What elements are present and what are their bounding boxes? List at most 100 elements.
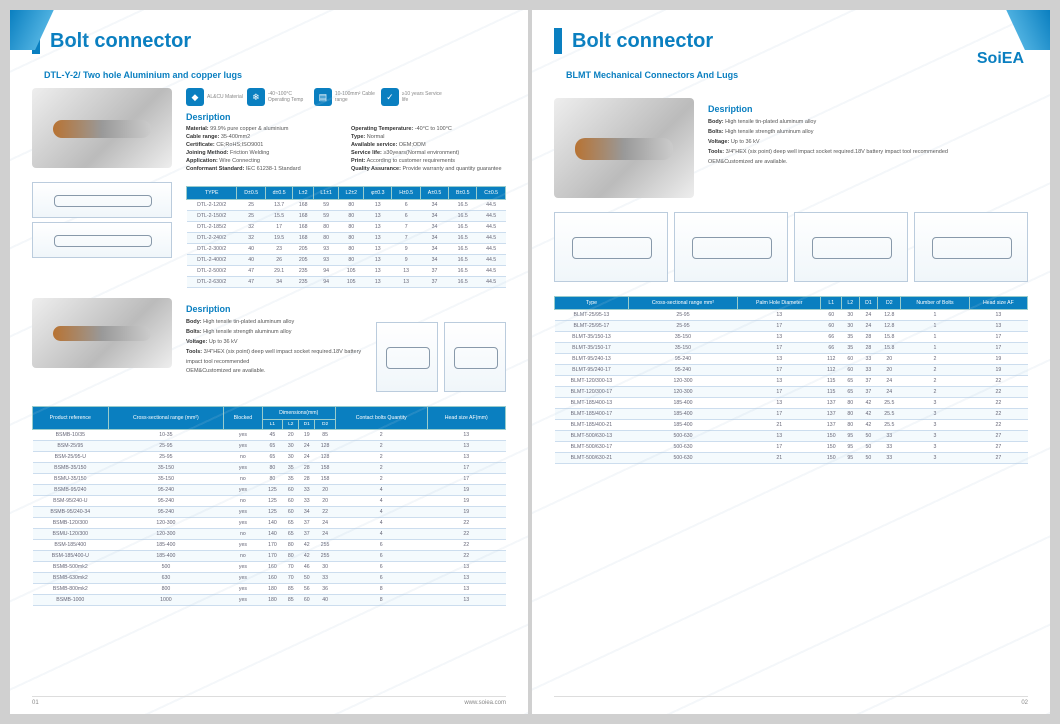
- td: BSMB-35/150: [33, 463, 109, 474]
- td: 25: [237, 200, 266, 211]
- td: 44.5: [477, 222, 506, 233]
- td: 170: [262, 540, 283, 551]
- td: 15.5: [266, 211, 293, 222]
- td: DTL-2-630/2: [187, 277, 237, 288]
- td: 30: [283, 452, 299, 463]
- table-row: BLMT-35/150-1735-1501766352815.8117: [555, 343, 1028, 354]
- td: 32: [237, 222, 266, 233]
- td: 8: [335, 584, 427, 595]
- table-row: BSMU-120/300120-300no140653724422: [33, 529, 506, 540]
- page-title: Bolt connector: [572, 30, 713, 53]
- td: 95-240: [108, 507, 224, 518]
- td: 1: [901, 321, 969, 332]
- td: 2: [335, 463, 427, 474]
- td: 20: [315, 496, 336, 507]
- td: no: [224, 474, 262, 485]
- table-row: BSMB-800mk2800yes180855636813: [33, 584, 506, 595]
- th: D1: [859, 297, 878, 310]
- td: 13: [427, 430, 505, 441]
- td: 12.8: [878, 321, 901, 332]
- td: 125: [262, 507, 283, 518]
- td: BSMB-1000: [33, 595, 109, 606]
- tech-diagram-2: [376, 318, 506, 396]
- td: 16.5: [449, 255, 477, 266]
- td: 19.5: [266, 233, 293, 244]
- td: 42: [299, 551, 315, 562]
- td: 23: [266, 244, 293, 255]
- td: 13: [364, 200, 392, 211]
- catalog-spread: Bolt connector DTL-Y-2/ Two hole Alumini…: [10, 10, 1050, 714]
- td: DTL-2-400/2: [187, 255, 237, 266]
- td: 6: [392, 211, 421, 222]
- td: 630: [108, 573, 224, 584]
- td: 33: [299, 496, 315, 507]
- feature-icon-label: -40~100°C Operating Temp: [268, 91, 310, 103]
- desc-item: Conformant Standard: IEC 61238-1 Standar…: [186, 166, 341, 172]
- td: 37: [420, 266, 448, 277]
- td: BLMT-120/300-17: [555, 387, 629, 398]
- desc-item: Service life: ≥30years(Normal environmen…: [351, 150, 506, 156]
- td: 3: [901, 409, 969, 420]
- td: 13: [427, 562, 505, 573]
- td: 80: [314, 233, 339, 244]
- td: 13: [427, 584, 505, 595]
- td: 95-240: [628, 365, 737, 376]
- td: 34: [266, 277, 293, 288]
- td: 50: [859, 453, 878, 464]
- td: 65: [262, 452, 283, 463]
- td: no: [224, 529, 262, 540]
- corner-accent: [10, 10, 100, 50]
- td: BSM-25/95-U: [33, 452, 109, 463]
- td: 65: [283, 518, 299, 529]
- td: 80: [339, 211, 364, 222]
- desc-item: Bolts: High tensile strength aluminum al…: [186, 328, 362, 338]
- td: 125: [262, 485, 283, 496]
- td: BSM-185/400: [33, 540, 109, 551]
- td: BSMU-120/300: [33, 529, 109, 540]
- table-row: DTL-2-185/2321716880801373416.544.5: [187, 222, 506, 233]
- table-row: BLMT-500/630-13500-63013150955033327: [555, 431, 1028, 442]
- td: 2: [335, 441, 427, 452]
- td: 2: [901, 376, 969, 387]
- td: 235: [293, 277, 314, 288]
- td: 24: [859, 321, 878, 332]
- td: yes: [224, 573, 262, 584]
- td: 34: [299, 507, 315, 518]
- td: 137: [821, 420, 842, 431]
- td: 22: [969, 420, 1027, 431]
- table-row: BSM-185/400185-400yes1708042255622: [33, 540, 506, 551]
- table-row: BLMT-120/300-17120-30017115653724222: [555, 387, 1028, 398]
- td: 33: [878, 442, 901, 453]
- td: 158: [315, 474, 336, 485]
- td: 80: [339, 255, 364, 266]
- td: 93: [314, 244, 339, 255]
- td: 21: [738, 453, 821, 464]
- td: 80: [339, 222, 364, 233]
- td: DTL-2-150/2: [187, 211, 237, 222]
- td: 60: [842, 354, 859, 365]
- th: C±0.5: [477, 187, 506, 200]
- td: 20: [283, 430, 299, 441]
- td: 17: [738, 343, 821, 354]
- td: 85: [283, 584, 299, 595]
- td: 37: [859, 376, 878, 387]
- th: Head size AF: [969, 297, 1027, 310]
- td: 42: [299, 540, 315, 551]
- feature-icon-glyph: ◆: [186, 88, 204, 106]
- td: 24: [299, 441, 315, 452]
- td: 168: [293, 211, 314, 222]
- td: 37: [299, 518, 315, 529]
- feature-icon-glyph: ✓: [381, 88, 399, 106]
- description-list-r: Body: High tensile tin-plated aluminum a…: [708, 118, 1028, 167]
- td: 22: [969, 376, 1027, 387]
- td: 16.5: [449, 277, 477, 288]
- td: 16.5: [449, 222, 477, 233]
- td: 60: [299, 595, 315, 606]
- td: 95: [842, 442, 859, 453]
- feature-icon-glyph: ▤: [314, 88, 332, 106]
- td: 168: [293, 222, 314, 233]
- desc-item: Application: Wire Connecting: [186, 158, 341, 164]
- th: D2: [315, 420, 336, 430]
- td: BLMT-35/150-17: [555, 343, 629, 354]
- td: 56: [299, 584, 315, 595]
